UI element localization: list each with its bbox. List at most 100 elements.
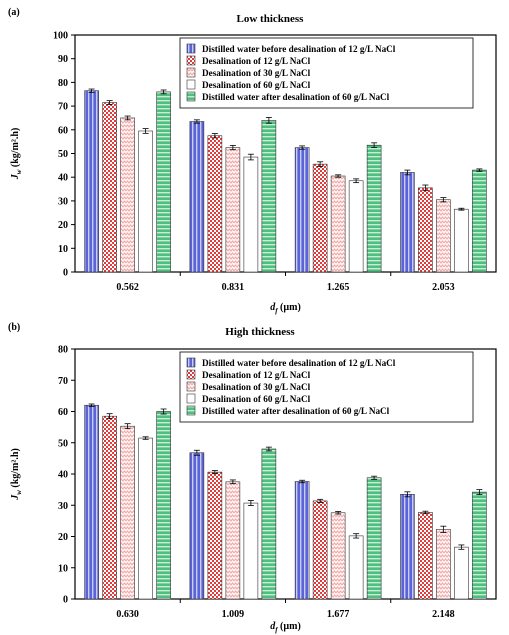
y-tick-label: 10	[58, 563, 68, 574]
bar	[102, 415, 117, 600]
bar	[138, 130, 153, 273]
bar	[261, 448, 277, 600]
legend-label: Desalination of 30 g/L NaCl	[202, 382, 311, 392]
legend-swatch	[186, 79, 196, 90]
bar	[84, 90, 99, 273]
chart-panel-high-thickness: (b) High thickness 0 10 20 30 40 50 60 70 80 0.630 1…	[0, 318, 509, 635]
x-axis-label: df (µm)	[270, 621, 301, 634]
legend-label: Distilled water after desalination of 60…	[202, 92, 390, 102]
bar	[294, 481, 310, 600]
bar	[454, 546, 469, 600]
bar	[418, 512, 433, 600]
bar	[472, 169, 487, 273]
legend-swatch	[186, 357, 196, 368]
bar	[472, 491, 487, 600]
y-tick-label: 20	[58, 532, 68, 543]
y-tick-label: 40	[58, 173, 68, 184]
bar	[120, 425, 135, 600]
bar	[348, 535, 364, 600]
bar	[207, 471, 223, 600]
bar	[243, 156, 259, 273]
bar	[400, 494, 415, 600]
y-tick-label: 20	[58, 220, 68, 231]
bar	[366, 144, 382, 273]
panel-label: (b)	[8, 322, 20, 333]
chart-title: Low thickness	[237, 13, 305, 25]
x-category-label: 2.053	[432, 282, 455, 293]
legend-swatch	[186, 381, 196, 392]
x-category-label: 1.009	[222, 609, 245, 620]
bar	[312, 500, 328, 600]
y-tick-label: 60	[58, 407, 68, 418]
chart-panel-low-thickness: (a) Low thickness 0 10 20 30 40 50 60 70 80 90 100 0.…	[8, 7, 497, 315]
legend-swatch	[186, 43, 196, 54]
bar	[330, 175, 346, 273]
bar	[225, 481, 241, 600]
bar	[436, 199, 451, 273]
bar	[454, 208, 469, 273]
legend-label: Desalination of 12 g/L NaCl	[202, 56, 311, 66]
legend-swatch	[186, 393, 196, 404]
x-category-label: 1.265	[327, 282, 350, 293]
x-category-label: 0.562	[116, 282, 139, 293]
legend-label: Distilled water before desalination of 1…	[202, 358, 396, 368]
legend-swatch	[186, 369, 196, 380]
y-tick-label: 50	[58, 149, 68, 160]
legend-swatch	[186, 91, 196, 102]
legend-label: Desalination of 30 g/L NaCl	[202, 68, 311, 78]
y-tick-label: 10	[58, 244, 68, 255]
y-tick-label: 100	[53, 31, 68, 42]
y-tick-label: 40	[58, 470, 68, 481]
y-tick-label: 70	[58, 102, 68, 113]
y-axis-label: Jw (kg/m².h)	[10, 128, 23, 181]
bar	[189, 452, 205, 600]
legend-swatch	[186, 67, 196, 78]
bar	[243, 502, 259, 600]
bar	[225, 147, 241, 273]
y-tick-label: 50	[58, 438, 68, 449]
legend-swatch	[186, 405, 196, 416]
bar	[400, 172, 415, 273]
legend-label: Desalination of 12 g/L NaCl	[202, 370, 311, 380]
legend-swatch	[186, 55, 196, 66]
x-category-label: 0.630	[116, 609, 139, 620]
y-tick-label: 30	[58, 196, 68, 207]
bar	[294, 147, 310, 273]
bar	[156, 411, 171, 600]
y-tick-label: 90	[58, 54, 68, 65]
bar	[207, 135, 223, 273]
legend-box	[179, 351, 474, 423]
bar	[102, 102, 117, 273]
legend-label: Desalination of 60 g/L NaCl	[202, 80, 311, 90]
y-tick-label: 80	[58, 345, 68, 356]
bar	[156, 91, 171, 273]
bar-chart-low-thickness: (a) Low thickness 0 10 20 30 40 50 60 70 80 90 100 0.…	[8, 7, 497, 315]
chart-title: High thickness	[225, 326, 295, 338]
bar	[436, 529, 451, 600]
x-category-label: 1.677	[327, 609, 350, 620]
legend-label: Distilled water before desalination of 1…	[202, 44, 396, 54]
x-category-label: 2.148	[432, 609, 455, 620]
y-tick-label: 0	[63, 595, 68, 606]
bar	[312, 163, 328, 273]
bar	[418, 187, 433, 273]
legend-box	[179, 37, 474, 109]
y-tick-label: 0	[63, 268, 68, 279]
bar	[348, 180, 364, 273]
panel-label: (a)	[8, 7, 20, 18]
bar	[84, 404, 99, 600]
legend: Distilled water before desalination of 1…	[179, 37, 474, 109]
y-tick-label: 80	[58, 78, 68, 89]
legend-label: Distilled water after desalination of 60…	[202, 406, 390, 416]
bar	[138, 437, 153, 600]
x-axis-label: df (µm)	[270, 302, 301, 315]
bar-chart-high-thickness: (b) High thickness 0 10 20 30 40 50 60 70 80 0.630 1…	[8, 322, 497, 634]
y-tick-label: 30	[58, 501, 68, 512]
y-tick-label: 60	[58, 125, 68, 136]
legend-label: Desalination of 60 g/L NaCl	[202, 394, 311, 404]
y-axis-label: Jw (kg/m².h)	[10, 448, 23, 501]
y-tick-label: 70	[58, 376, 68, 387]
legend: Distilled water before desalination of 1…	[179, 351, 474, 423]
bar	[366, 477, 382, 600]
bar	[330, 512, 346, 600]
